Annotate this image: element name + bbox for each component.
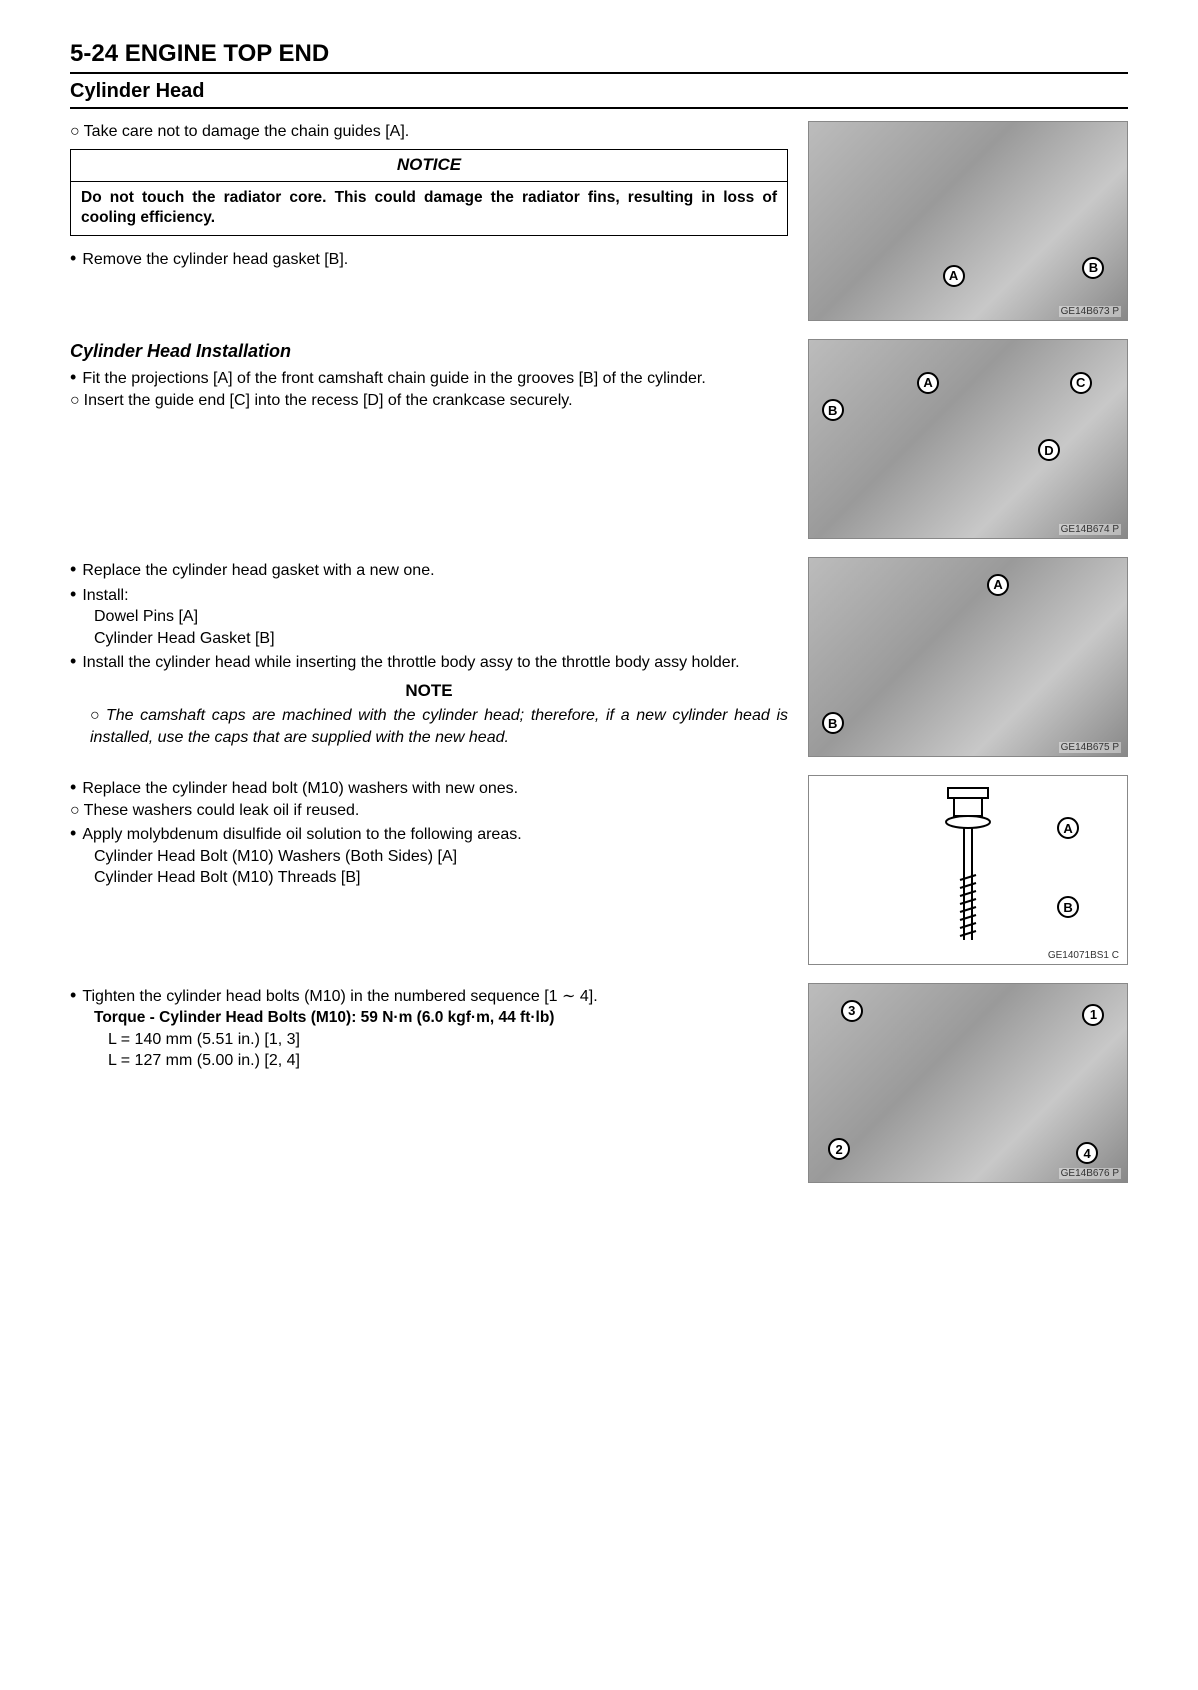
text-column: Tighten the cylinder head bolts (M10) in…: [70, 983, 788, 1183]
instruction-line: Fit the projections [A] of the front cam…: [70, 365, 788, 390]
instruction-line: Remove the cylinder head gasket [B].: [70, 246, 788, 271]
bolt-diagram-icon: [898, 780, 1038, 960]
content-row: Cylinder Head Installation Fit the proje…: [70, 339, 1128, 539]
instruction-line: Replace the cylinder head bolt (M10) was…: [70, 775, 788, 800]
page-number-title: 5-24 ENGINE TOP END: [70, 40, 1128, 68]
subsection-heading: Cylinder Head Installation: [70, 339, 788, 363]
marker-a: A: [1057, 817, 1079, 839]
text-column: Replace the cylinder head bolt (M10) was…: [70, 775, 788, 965]
section-subheader: Cylinder Head: [70, 80, 1128, 109]
marker-b: B: [1082, 257, 1104, 279]
note-title: NOTE: [70, 680, 788, 703]
instruction-text: Install the cylinder head while insertin…: [82, 654, 739, 671]
instruction-line: Take care not to damage the chain guides…: [70, 121, 788, 143]
content-row: Replace the cylinder head bolt (M10) was…: [70, 775, 1128, 965]
text-column: Take care not to damage the chain guides…: [70, 121, 788, 321]
figure-caption: GE14B674 P: [1059, 524, 1121, 535]
length-spec: L = 127 mm (5.00 in.) [2, 4]: [70, 1050, 788, 1072]
instruction-line: Apply molybdenum disulfide oil solution …: [70, 821, 788, 846]
sub-item: Cylinder Head Gasket [B]: [70, 628, 788, 650]
marker-c: C: [1070, 372, 1092, 394]
figure-photo: A B GE14B673 P: [808, 121, 1128, 321]
instruction-line: Install the cylinder head while insertin…: [70, 649, 788, 674]
figure-caption: GE14B673 P: [1059, 306, 1121, 317]
instruction-text: These washers could leak oil if reused.: [84, 802, 360, 819]
marker-b: B: [1057, 896, 1079, 918]
notice-box: NOTICE Do not touch the radiator core. T…: [70, 149, 788, 237]
content-row: Tighten the cylinder head bolts (M10) in…: [70, 983, 1128, 1183]
marker-a: A: [917, 372, 939, 394]
figure-caption: GE14B675 P: [1059, 742, 1121, 753]
instruction-text: Fit the projections [A] of the front cam…: [82, 370, 705, 387]
figure-caption: GE14B676 P: [1059, 1168, 1121, 1179]
instruction-text: Take care not to damage the chain guides…: [84, 123, 410, 140]
text-column: Replace the cylinder head gasket with a …: [70, 557, 788, 757]
image-column: A B C D GE14B674 P: [808, 339, 1128, 539]
content-row: Take care not to damage the chain guides…: [70, 121, 1128, 321]
image-column: A B GE14B675 P: [808, 557, 1128, 757]
marker-a: A: [943, 265, 965, 287]
instruction-text: Insert the guide end [C] into the recess…: [84, 392, 573, 409]
length-spec: L = 140 mm (5.51 in.) [1, 3]: [70, 1029, 788, 1051]
instruction-text: Install:: [82, 587, 128, 604]
content-row: Replace the cylinder head gasket with a …: [70, 557, 1128, 757]
notice-title: NOTICE: [71, 150, 787, 182]
torque-spec: Torque - Cylinder Head Bolts (M10): 59 N…: [70, 1008, 788, 1029]
instruction-text: Tighten the cylinder head bolts (M10) in…: [82, 988, 597, 1005]
instruction-line: Replace the cylinder head gasket with a …: [70, 557, 788, 582]
instruction-text: Apply molybdenum disulfide oil solution …: [82, 826, 521, 843]
figure-caption: GE14071BS1 C: [1046, 950, 1121, 961]
sub-item: Cylinder Head Bolt (M10) Washers (Both S…: [70, 846, 788, 868]
notice-body: Do not touch the radiator core. This cou…: [71, 182, 787, 236]
page-header: 5-24 ENGINE TOP END: [70, 40, 1128, 74]
marker-b: B: [822, 399, 844, 421]
instruction-text: Remove the cylinder head gasket [B].: [82, 251, 348, 268]
marker-d: D: [1038, 439, 1060, 461]
instruction-text: Replace the cylinder head gasket with a …: [82, 562, 434, 579]
instruction-text: Replace the cylinder head bolt (M10) was…: [82, 780, 518, 797]
figure-photo: A B GE14B675 P: [808, 557, 1128, 757]
marker-3: 3: [841, 1000, 863, 1022]
sub-item: Dowel Pins [A]: [70, 606, 788, 628]
sub-item: Cylinder Head Bolt (M10) Threads [B]: [70, 867, 788, 889]
image-column: A B GE14071BS1 C: [808, 775, 1128, 965]
instruction-line: These washers could leak oil if reused.: [70, 800, 788, 822]
note-text: The camshaft caps are machined with the …: [90, 707, 788, 746]
instruction-line: Tighten the cylinder head bolts (M10) in…: [70, 983, 788, 1008]
text-column: Cylinder Head Installation Fit the proje…: [70, 339, 788, 539]
marker-b: B: [822, 712, 844, 734]
marker-4: 4: [1076, 1142, 1098, 1164]
figure-lineart: A B GE14071BS1 C: [808, 775, 1128, 965]
marker-1: 1: [1082, 1004, 1104, 1026]
instruction-line: Insert the guide end [C] into the recess…: [70, 390, 788, 412]
note-body: The camshaft caps are machined with the …: [70, 705, 788, 748]
image-column: 1 2 3 4 GE14B676 P: [808, 983, 1128, 1183]
image-column: A B GE14B673 P: [808, 121, 1128, 321]
marker-2: 2: [828, 1138, 850, 1160]
instruction-line: Install:: [70, 582, 788, 607]
marker-a: A: [987, 574, 1009, 596]
figure-photo: 1 2 3 4 GE14B676 P: [808, 983, 1128, 1183]
section-title: Cylinder Head: [70, 80, 1128, 103]
figure-photo: A B C D GE14B674 P: [808, 339, 1128, 539]
